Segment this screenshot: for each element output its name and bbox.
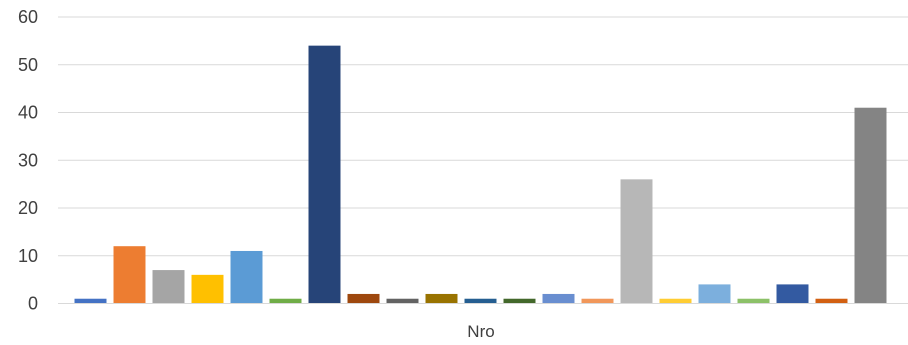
bar (152, 270, 185, 304)
y-tick-label: 60 (18, 7, 38, 27)
bar (386, 298, 419, 304)
bar (854, 107, 887, 304)
bar (464, 298, 497, 304)
bar (737, 298, 770, 304)
bar (269, 298, 302, 304)
y-tick-label: 30 (18, 150, 38, 170)
bar (74, 298, 107, 304)
bar (230, 250, 263, 304)
y-tick-label: 50 (18, 55, 38, 75)
y-tick-label: 20 (18, 198, 38, 218)
y-tick-label: 0 (28, 294, 38, 314)
bars (74, 45, 887, 304)
bar (191, 274, 224, 304)
bar (776, 284, 809, 304)
gridlines (58, 16, 908, 257)
y-axis-tick-labels: 0 10 20 30 40 50 60 (18, 7, 38, 314)
bar (620, 179, 653, 304)
bar (815, 298, 848, 304)
bar (308, 45, 341, 304)
bar (425, 293, 458, 304)
y-tick-label: 10 (18, 246, 38, 266)
bar (113, 246, 146, 304)
bar (503, 298, 536, 304)
bar (581, 298, 614, 304)
bar (659, 298, 692, 304)
bar (347, 293, 380, 304)
y-tick-label: 40 (18, 103, 38, 123)
bar (698, 284, 731, 304)
x-axis-label: Nro (467, 322, 494, 341)
bar (542, 293, 575, 304)
